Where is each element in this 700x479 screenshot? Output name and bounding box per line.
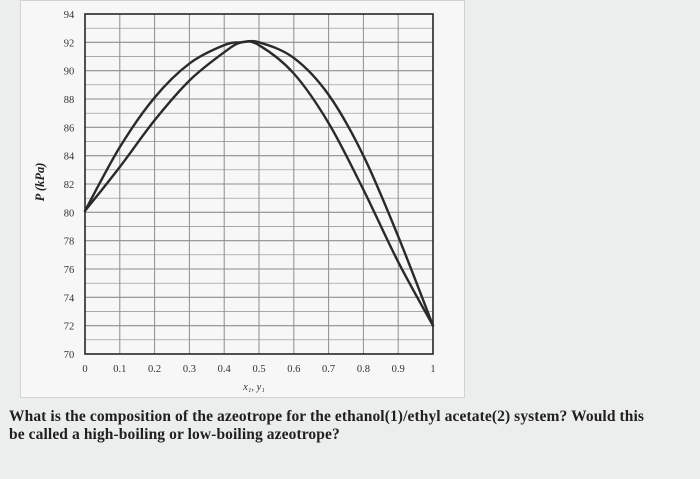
pxy-chart: 0 0.1 0.2 0.3 0.4 0.5 0.6 0.7 0.8 0.9 1 70 72 74 76 78…: [33, 10, 436, 393]
y-tick-label: 94: [64, 10, 75, 21]
data-curves: [83, 39, 435, 327]
x-tick-labels: 0 0.1 0.2 0.3 0.4 0.5 0.6 0.7 0.8 0.9 1: [82, 364, 435, 375]
y-tick-label: 84: [64, 152, 75, 163]
y-axis-label: P (kPa): [33, 163, 47, 202]
x-tick-label: 0: [82, 364, 87, 375]
y-tick-labels: 70 72 74 76 78 80 82 84 86 88 90 92 94: [64, 10, 75, 361]
plot-border: [84, 13, 434, 355]
y-tick-label: 90: [64, 67, 75, 78]
question-line-2: be called a high-boiling or low-boiling …: [9, 426, 340, 443]
x-tick-label: 0.2: [148, 364, 161, 375]
x-tick-label: 0.1: [113, 364, 126, 375]
y-tick-label: 78: [64, 237, 75, 248]
y-tick-label: 92: [64, 38, 75, 49]
grid-lines: [84, 13, 434, 355]
y-tick-label: 76: [64, 265, 75, 276]
y-tick-label: 70: [64, 350, 75, 361]
x-tick-label: 1: [430, 364, 435, 375]
x-tick-label: 0.3: [183, 364, 196, 375]
x-tick-label: 0.4: [218, 364, 232, 375]
x-tick-label: 0.7: [322, 364, 335, 375]
y-tick-label: 86: [64, 123, 75, 134]
x-tick-label: 0.9: [392, 364, 405, 375]
y-tick-label: 80: [64, 208, 75, 219]
x-tick-label: 0.8: [357, 364, 370, 375]
question-line-1: What is the composition of the azeotrope…: [9, 408, 645, 425]
plot-frame: [84, 13, 434, 355]
chart-panel: 0 0.1 0.2 0.3 0.4 0.5 0.6 0.7 0.8 0.9 1 70 72 74 76 78…: [20, 0, 465, 398]
y-tick-label: 74: [64, 293, 75, 304]
dew-point-curve: [83, 40, 435, 327]
x-tick-label: 0.5: [252, 364, 265, 375]
y-tick-label: 72: [64, 322, 75, 333]
x-axis-label: x₁, y₁: [242, 382, 265, 393]
y-tick-label: 88: [64, 95, 75, 106]
x-tick-label: 0.6: [287, 364, 300, 375]
question-text: What is the composition of the azeotrope…: [9, 408, 689, 444]
y-tick-label: 82: [64, 180, 75, 191]
